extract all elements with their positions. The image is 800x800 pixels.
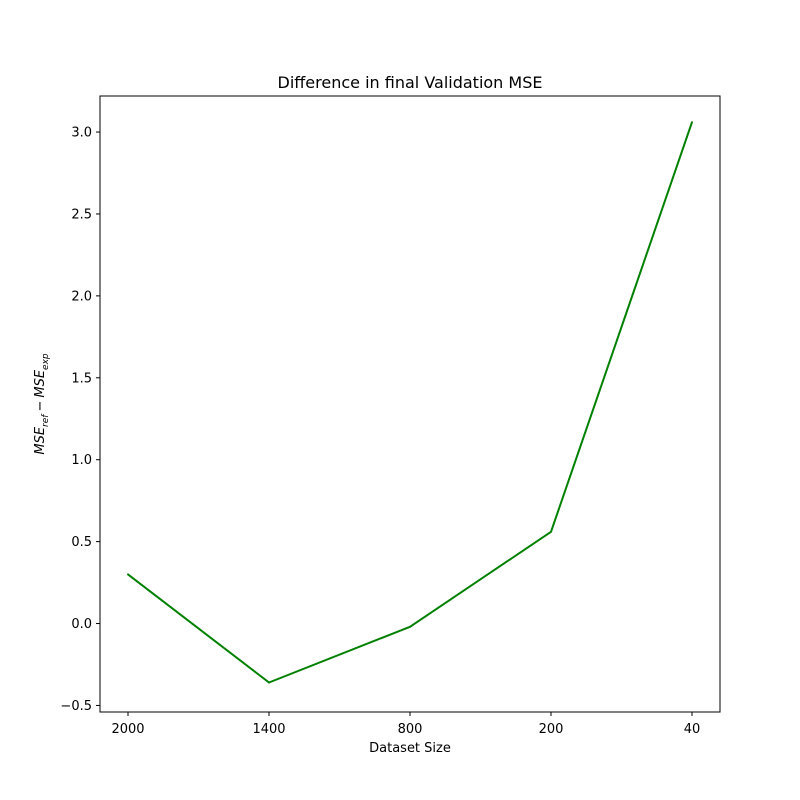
data-point — [127, 573, 129, 576]
y-tick-label: −0.5 — [60, 699, 92, 714]
x-axis-label: Dataset Size — [369, 741, 451, 756]
series-lines — [127, 121, 693, 684]
x-tick-label: 200 — [539, 722, 564, 737]
y-tick-label: 0.0 — [71, 617, 92, 632]
y-tick-label: 1.5 — [71, 371, 92, 386]
y-label-sub1: ref — [41, 413, 51, 427]
data-point — [691, 121, 693, 124]
y-label-term2: MSE — [33, 369, 48, 397]
chart-title: Difference in final Validation MSE — [278, 73, 543, 92]
y-tick-label: 2.0 — [71, 289, 92, 304]
y-label-sub2: exp — [41, 353, 51, 370]
y-axis-label: MSEref−MSEexp — [33, 353, 51, 455]
y-axis: −0.5 0.0 0.5 1.0 1.5 2.0 2.5 3.0 — [60, 126, 100, 714]
data-point — [550, 530, 552, 533]
x-tick-label: 1400 — [252, 722, 285, 737]
y-tick-label: 2.5 — [71, 207, 92, 222]
plot-area — [99, 95, 721, 713]
x-tick-label: 2000 — [111, 722, 144, 737]
data-point — [268, 681, 270, 684]
data-point — [409, 625, 411, 628]
y-tick-label: 3.0 — [71, 126, 92, 141]
y-tick-label: 1.0 — [71, 453, 92, 468]
x-axis: 2000 1400 800 200 40 — [111, 712, 700, 737]
y-label-term1: MSE — [33, 426, 48, 454]
x-tick-label: 40 — [684, 722, 701, 737]
x-tick-label: 800 — [398, 722, 423, 737]
y-label-operator: − — [33, 401, 48, 412]
y-tick-label: 0.5 — [71, 535, 92, 550]
